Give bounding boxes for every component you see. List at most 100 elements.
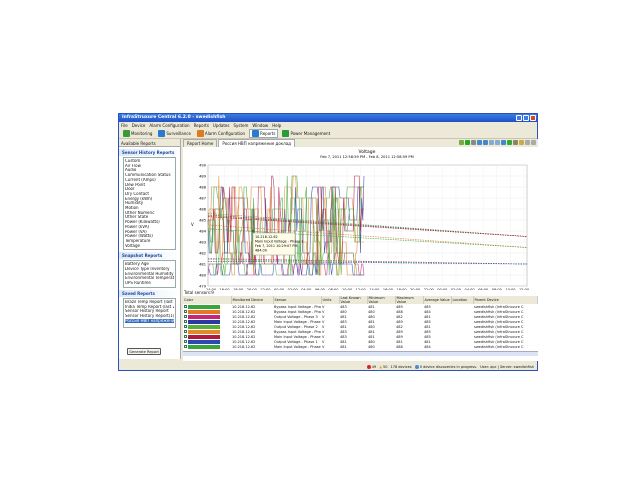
report-item[interactable]: Power (Watts) [125, 234, 153, 239]
toolbar-surveillance-button[interactable]: Surveillance [156, 129, 193, 138]
column-header[interactable]: Last Known Value [339, 296, 368, 304]
warning-count[interactable]: ▲ 50 [379, 365, 388, 369]
report-item[interactable]: Motion [125, 206, 139, 211]
horizontal-scrollbar[interactable] [183, 351, 538, 356]
alarm-count[interactable]: 49 [366, 365, 376, 369]
chart-tool-icon[interactable] [519, 140, 524, 145]
row-checkbox[interactable] [184, 330, 187, 333]
report-item[interactable]: Custom [125, 159, 141, 163]
chart-tool-icon[interactable] [531, 140, 536, 145]
tab-voltage-report[interactable]: Россия НВП напряжение доклад [218, 139, 295, 147]
table-row[interactable]: 10.218.12.62 Main Input Voltage - Phase 3… [183, 319, 538, 324]
chart-tool-icon[interactable] [525, 140, 530, 145]
row-checkbox[interactable] [184, 320, 187, 323]
report-item[interactable]: Dry Contact [125, 191, 149, 196]
report-item[interactable]: Device Type Inventory [125, 267, 170, 272]
sensor-history-header[interactable]: Sensor History Reports [119, 149, 180, 156]
chart-tool-icon[interactable] [495, 140, 500, 145]
row-checkbox[interactable] [184, 325, 187, 328]
report-item[interactable]: Dew Point [125, 182, 146, 187]
report-item[interactable]: Power (kVA) [125, 224, 150, 229]
row-checkbox[interactable] [184, 315, 187, 318]
report-item[interactable]: Power (Kilowatts) [125, 220, 160, 225]
menu-help[interactable]: Help [272, 122, 282, 128]
report-item[interactable]: Other State [125, 215, 149, 220]
cell: 488 [396, 344, 403, 349]
column-header[interactable]: Location [451, 296, 474, 304]
chart-tool-icon[interactable] [489, 140, 494, 145]
row-checkbox[interactable] [184, 310, 187, 313]
toolbar-monitoring-button[interactable]: Monitoring [121, 129, 154, 138]
table-row[interactable]: 10.218.12.62 Main Input Voltage - Phase 1… [183, 344, 538, 349]
maximize-button[interactable] [523, 115, 529, 121]
report-item[interactable]: Temperature [125, 238, 151, 243]
average-trend-line [207, 260, 528, 265]
toolbar-reports-button[interactable]: Reports [249, 128, 279, 138]
report-item[interactable]: Россия НВП напряжение доклад [125, 318, 174, 324]
row-checkbox[interactable] [184, 335, 187, 338]
chart-tool-icon[interactable] [465, 140, 470, 145]
column-header[interactable]: Average Value [423, 296, 452, 304]
menu-file[interactable]: File [121, 122, 128, 128]
chart-tool-icon[interactable] [459, 140, 464, 145]
tab-available-reports[interactable]: Available Reports [119, 139, 180, 147]
x-tick-label: 20:00 [410, 288, 420, 290]
column-header[interactable]: Color [183, 296, 232, 304]
table-row[interactable]: 10.218.12.62 Output Voltage - Phase 3 V 481… [183, 314, 538, 319]
menu-updates[interactable]: Updates [212, 122, 230, 128]
snapshot-header[interactable]: Snapshot Reports [119, 252, 180, 260]
chart-tool-icon[interactable] [477, 140, 482, 145]
report-item[interactable]: Environmental Humidity [125, 271, 174, 276]
column-header[interactable]: Sensor [273, 296, 322, 304]
table-row[interactable]: 10.218.12.62 Bypass Input Voltage - Phase… [183, 309, 538, 314]
menu-window[interactable]: Window [252, 122, 269, 128]
table-row[interactable]: 10.218.12.62 Bypass Input Voltage - Phase… [183, 329, 538, 334]
row-checkbox[interactable] [184, 305, 187, 308]
report-item[interactable]: India Temp Report (last 24 hrs) [125, 304, 174, 309]
minimize-button[interactable] [516, 115, 522, 121]
report-item[interactable]: Communication Status [125, 173, 171, 178]
menu-reports[interactable]: Reports [193, 122, 209, 128]
row-checkbox[interactable] [184, 340, 187, 343]
report-item[interactable]: Brazil Temp Report (last 24 hrs) [125, 299, 174, 304]
row-checkbox[interactable] [184, 345, 187, 348]
chart-tool-icon[interactable] [507, 140, 512, 145]
toolbar-alarm-configuration-button[interactable]: Alarm Configuration [195, 129, 247, 138]
report-item[interactable]: Humidity [125, 201, 144, 206]
chart-tool-icon[interactable] [483, 140, 488, 145]
report-item[interactable]: Other Numeric [125, 210, 155, 215]
menu-alarm-configuration[interactable]: Alarm Configuration [149, 122, 190, 128]
report-item[interactable]: Air Flow [125, 163, 141, 168]
column-header[interactable]: Units [321, 296, 340, 304]
report-item[interactable]: Energy (kWh) [125, 196, 153, 201]
chart-tool-icon[interactable] [501, 140, 506, 145]
table-row[interactable]: 10.218.12.62 Output Voltage - Phase 2 V 481… [183, 324, 538, 329]
menu-system[interactable]: System [233, 122, 249, 128]
report-item[interactable]: Environmental Temperature [125, 276, 174, 281]
table-row[interactable]: 10.218.12.62 Main Input Voltage - Phase 2… [183, 334, 538, 339]
column-header[interactable]: Minimum Value [367, 296, 396, 304]
column-header[interactable]: Parent Device [473, 296, 538, 304]
toolbar-power-management-button[interactable]: Power Management [280, 129, 332, 138]
generate-report-button[interactable]: Generate Report [127, 348, 161, 355]
report-item[interactable]: Battery Age [125, 262, 149, 267]
close-button[interactable] [530, 115, 536, 121]
column-header[interactable]: Maximum Value [395, 296, 424, 304]
saved-header[interactable]: Saved Reports [119, 289, 180, 297]
report-item[interactable]: UPS Runtime [125, 281, 151, 286]
chart-tool-icon[interactable] [513, 140, 518, 145]
report-item[interactable]: Sensor History Report [125, 309, 169, 314]
x-tick-label: 06:00 [315, 288, 325, 290]
column-header[interactable]: Monitored Device [231, 296, 274, 304]
report-item[interactable]: Sensor History Report(1) [125, 313, 174, 318]
menu-device[interactable]: Device [131, 122, 146, 128]
table-row[interactable]: 10.218.12.62 Output Voltage - Phase 1 V 481… [183, 339, 538, 344]
report-item[interactable]: Voltage [125, 243, 141, 248]
report-item[interactable]: Audio [125, 168, 137, 173]
report-item[interactable]: Current (Amps) [125, 177, 156, 182]
table-row[interactable]: 10.218.12.62 Bypass Input Voltage - Phase… [183, 304, 538, 309]
chart-tool-icon[interactable] [471, 140, 476, 145]
report-item[interactable]: Power (VA) [125, 229, 147, 234]
tab-report-home[interactable]: Report Home [183, 139, 218, 147]
report-item[interactable]: Door [125, 187, 135, 192]
